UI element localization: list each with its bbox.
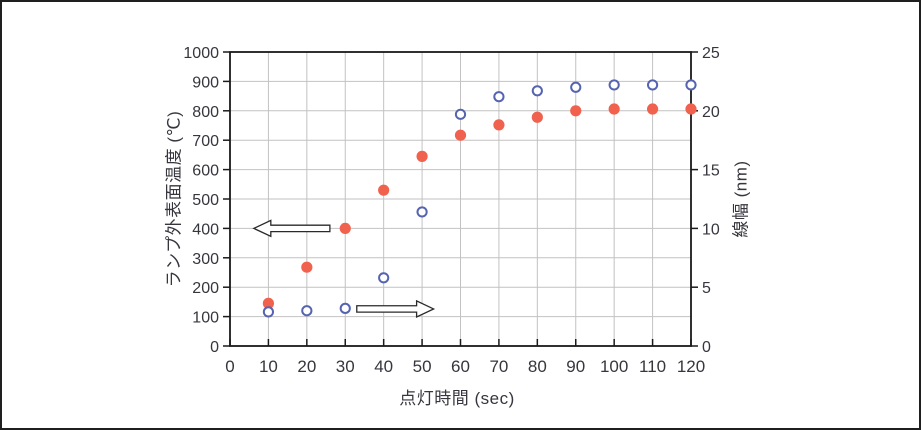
line-width-point — [301, 305, 313, 317]
lamp-outer-surface-temperature-point — [570, 105, 582, 117]
left-tick-label: 100 — [192, 310, 219, 327]
left-tick-label: 700 — [192, 133, 219, 150]
lamp-outer-surface-temperature-point — [416, 150, 428, 162]
x-tick-label: 80 — [528, 357, 547, 376]
right-tick-label: 5 — [702, 280, 711, 297]
lamp-outer-surface-temperature-point — [262, 297, 275, 309]
line-width-point — [493, 91, 505, 103]
x-tick-label: 40 — [374, 357, 393, 376]
right-tick-label: 15 — [702, 163, 720, 180]
x-tick-label: 70 — [489, 357, 508, 376]
line-width-point — [570, 81, 582, 93]
line-width-point — [531, 85, 543, 97]
line-width-point — [685, 79, 697, 91]
right-tick-label: 20 — [702, 104, 720, 121]
lamp-outer-surface-temperature-point — [339, 222, 351, 234]
x-tick-label: 110 — [639, 357, 666, 376]
line-width-point — [416, 206, 428, 218]
temperature-axis-arrow — [252, 219, 331, 238]
right-tick-label: 25 — [702, 45, 720, 62]
x-tick-label: 90 — [566, 357, 585, 376]
line-width-point — [262, 306, 275, 318]
line-width-point — [608, 79, 620, 91]
left-tick-label: 800 — [192, 104, 219, 121]
left-tick-label: 400 — [192, 221, 219, 238]
lamp-outer-surface-temperature-point — [378, 184, 390, 196]
line-width-point — [378, 272, 390, 284]
left-tick-label: 0 — [210, 339, 219, 356]
left-tick-label: 200 — [192, 280, 219, 297]
lamp-outer-surface-temperature-point — [531, 111, 543, 123]
x-tick-label: 20 — [297, 357, 316, 376]
x-tick-label: 120 — [677, 357, 705, 376]
left-axis-title: ランプ外表面温度 (℃) — [164, 110, 184, 288]
line-width-point — [454, 108, 467, 120]
x-tick-label: 60 — [451, 357, 470, 376]
lamp-outer-surface-temperature-point — [493, 119, 505, 131]
left-tick-label: 500 — [192, 192, 219, 209]
lamp-outer-surface-temperature-point — [454, 129, 467, 141]
x-tick-label: 10 — [259, 357, 278, 376]
line-width-point — [339, 302, 351, 314]
linewidth-axis-arrow — [356, 299, 436, 318]
x-tick-label: 100 — [600, 357, 628, 376]
lamp-outer-surface-temperature-point — [301, 261, 313, 273]
x-tick-label: 30 — [336, 357, 355, 376]
line-width-point — [646, 79, 659, 91]
x-axis-title: 点灯時間 (sec) — [399, 389, 515, 408]
lamp-outer-surface-temperature-point — [608, 103, 620, 115]
lamp-outer-surface-temperature-point — [646, 103, 659, 115]
right-tick-label: 0 — [702, 339, 711, 356]
left-tick-label: 300 — [192, 251, 219, 268]
right-tick-label: 10 — [702, 221, 720, 238]
x-tick-label: 0 — [225, 357, 234, 376]
right-axis-title: 線幅 (nm) — [731, 160, 751, 238]
lamp-outer-surface-temperature-point — [685, 103, 697, 115]
left-tick-label: 900 — [192, 74, 219, 91]
left-tick-label: 1000 — [183, 45, 219, 62]
left-tick-label: 600 — [192, 163, 219, 180]
x-tick-label: 50 — [413, 357, 432, 376]
